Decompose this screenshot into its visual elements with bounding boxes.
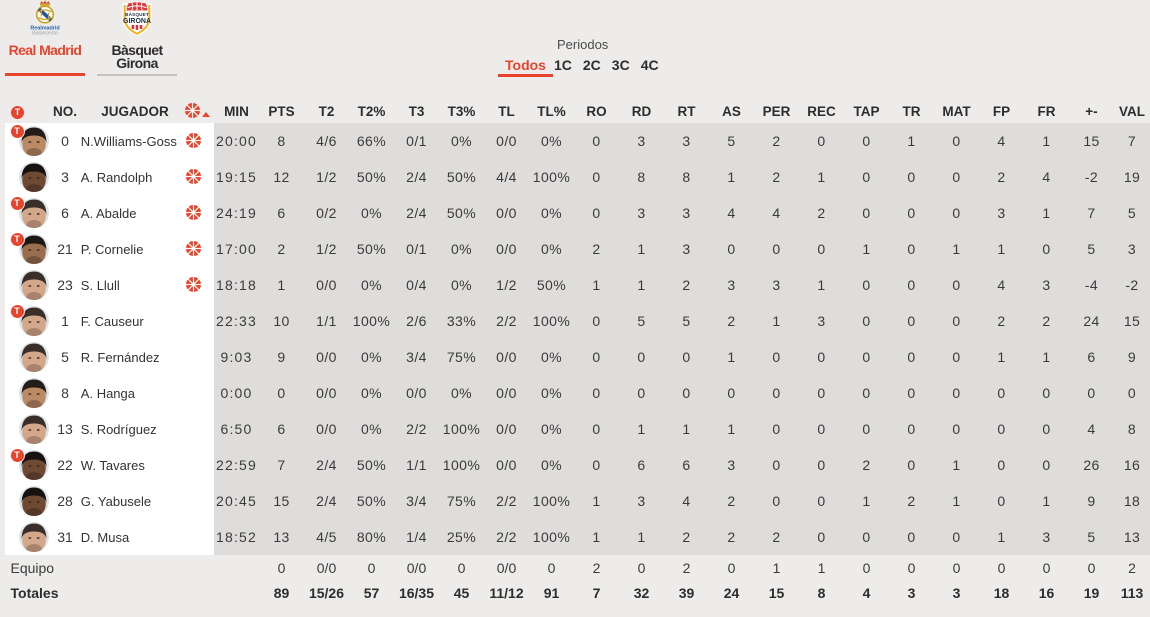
svg-text:BÀSQUET: BÀSQUET <box>125 11 149 17</box>
svg-text:Baloncesto: Baloncesto <box>32 31 58 35</box>
svg-text:Realmadrid: Realmadrid <box>30 26 59 32</box>
svg-text:GIRONA: GIRONA <box>123 18 151 25</box>
